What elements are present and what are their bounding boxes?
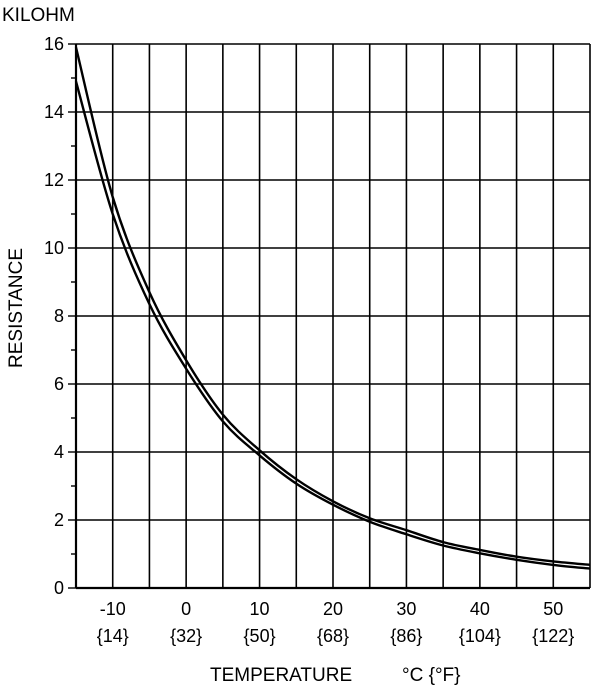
x-tick-label-c: 30 — [396, 599, 416, 619]
plot-frame — [74, 43, 591, 590]
grid — [68, 43, 590, 589]
y-tick-label: 16 — [44, 34, 64, 54]
x-tick-label-f: {32} — [170, 626, 202, 646]
curves — [74, 47, 591, 570]
y-tick-label: 2 — [54, 510, 64, 530]
x-tick-label-f: {122} — [532, 626, 574, 646]
x-tick-label-c: 10 — [250, 599, 270, 619]
y-tick-labels: 0 2 4 6 8 10 12 14 16 — [44, 34, 64, 598]
x-tick-labels: -10 {14} 0 {32} 10 {50} 20 {68} 30 {86} 40 {104} 50 {… — [97, 599, 575, 646]
series-line-2 — [74, 81, 591, 570]
y-tick-label: 8 — [54, 306, 64, 326]
x-tick-label-c: -10 — [100, 599, 126, 619]
x-tick-label-c: 40 — [470, 599, 490, 619]
y-tick-label: 0 — [54, 578, 64, 598]
x-tick-label-c: 20 — [323, 599, 343, 619]
y-tick-label: 10 — [44, 238, 64, 258]
series-line-1 — [74, 47, 591, 567]
x-axis-title: TEMPERATURE — [210, 665, 352, 686]
y-tick-label: 4 — [54, 442, 64, 462]
y-tick-label: 6 — [54, 374, 64, 394]
x-axis-unit: °C {°F} — [402, 665, 461, 686]
y-unit-label: KILOHM — [2, 5, 75, 26]
y-tick-label: 14 — [44, 102, 64, 122]
x-tick-label-f: {14} — [97, 626, 129, 646]
x-tick-label-f: {104} — [459, 626, 501, 646]
x-tick-label-c: 0 — [181, 599, 191, 619]
x-tick-label-f: {50} — [244, 626, 276, 646]
y-tick-label: 12 — [44, 170, 64, 190]
y-axis-title: RESISTANCE — [6, 248, 27, 368]
x-tick-label-f: {68} — [317, 626, 349, 646]
x-tick-label-f: {86} — [390, 626, 422, 646]
x-tick-label-c: 50 — [543, 599, 563, 619]
